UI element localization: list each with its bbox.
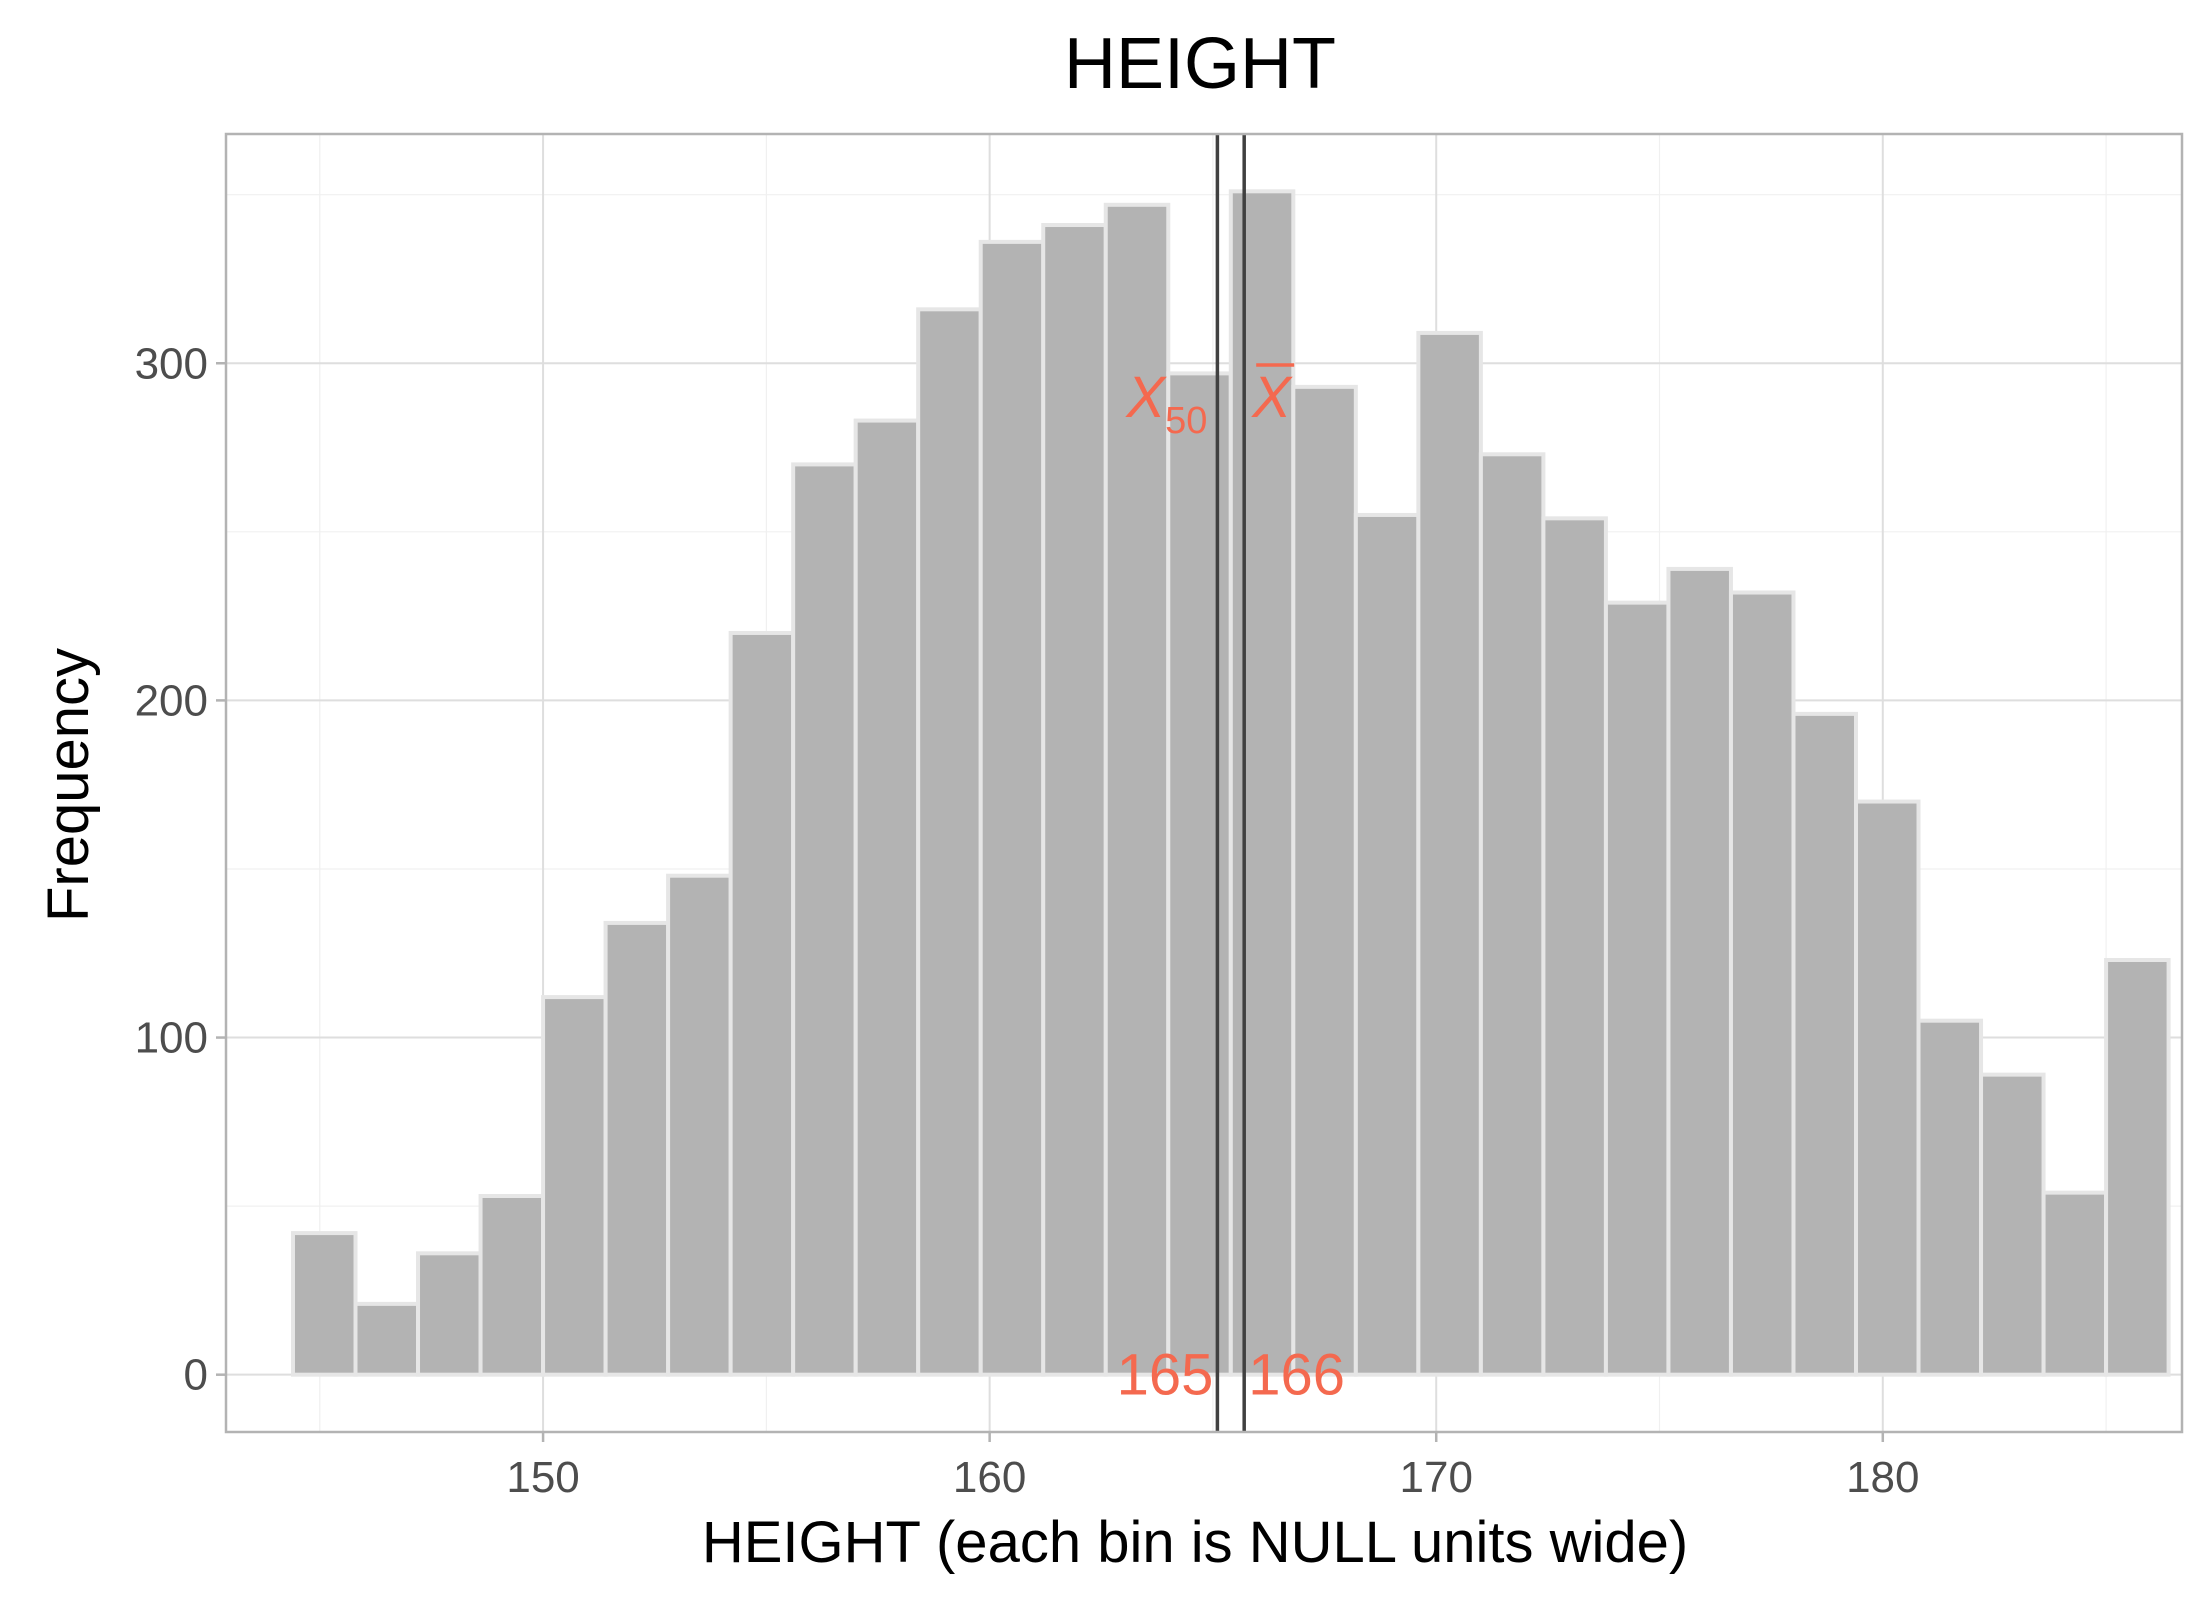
histogram-bar (978, 239, 1046, 1377)
median-label: X50 (1124, 365, 1207, 442)
x-tick-label: 160 (953, 1453, 1026, 1502)
x-axis-title: HEIGHT (each bin is NULL units wide) (702, 1510, 1688, 1575)
x-tick-label: 180 (1846, 1453, 1919, 1502)
x-tick-label: 150 (506, 1453, 579, 1502)
median-value-label: 165 (1117, 1343, 1214, 1408)
histogram-bar (1979, 1072, 2046, 1377)
histogram-bar (791, 462, 858, 1377)
mean-value-label: 166 (1248, 1343, 1345, 1408)
histogram-bar (478, 1194, 546, 1377)
x-tick-label: 170 (1400, 1453, 1473, 1502)
y-tick-label: 200 (135, 676, 208, 725)
histogram-bar (541, 995, 608, 1377)
histogram-bar (2041, 1190, 2109, 1377)
plot-panel: X50 X 165 166 150 160 170 180 0 100 200 300 (135, 132, 2184, 1502)
y-tick-label: 0 (184, 1351, 208, 1400)
histogram-bar (1603, 600, 1671, 1377)
y-axis-title: Frequency (36, 648, 101, 922)
histogram-bar (1103, 202, 1171, 1377)
histogram-bar (353, 1301, 421, 1377)
histogram-bar (1854, 799, 1921, 1377)
histogram-bar (1478, 452, 1546, 1377)
histogram-bar (1728, 590, 1796, 1377)
histogram-bar (916, 307, 983, 1377)
histogram-bar (1416, 330, 1483, 1377)
histogram-bar (1791, 711, 1859, 1377)
histogram-bar (1666, 566, 1733, 1377)
histogram-bar (666, 873, 733, 1377)
histogram-bar (1166, 371, 1233, 1377)
histogram-bar (290, 1231, 358, 1377)
y-tick-label: 300 (135, 339, 208, 388)
histogram-bar (1916, 1018, 1984, 1377)
histogram-bar (2104, 958, 2171, 1377)
histogram-bar (416, 1251, 483, 1377)
chart-title: HEIGHT (1064, 24, 1336, 104)
histogram-bar (1353, 512, 1421, 1377)
histogram-bar (728, 630, 796, 1377)
histogram-bar (1041, 223, 1108, 1377)
histogram-bar (603, 920, 671, 1377)
mean-label: X (1250, 365, 1293, 430)
histogram-bar (1541, 516, 1608, 1377)
y-tick-label: 100 (135, 1014, 208, 1063)
panel-border (224, 132, 2184, 1434)
histogram-bar (1291, 384, 1358, 1377)
histogram-bar (853, 418, 921, 1377)
